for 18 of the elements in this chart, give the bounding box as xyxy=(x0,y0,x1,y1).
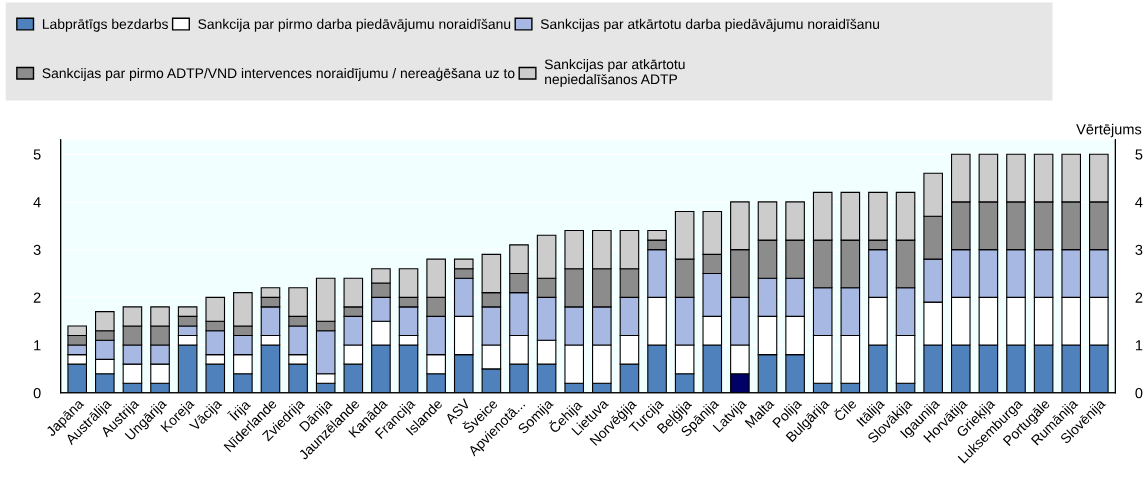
y-tick-label: 0 xyxy=(33,387,41,399)
legend-label: Sankcijas par pirmo ADTP/VND intervences noraidījumu / nereaģēšana uz to xyxy=(42,67,515,81)
y-tick-label: 5 xyxy=(33,149,41,160)
y2-tick-label: 5 xyxy=(1135,149,1143,160)
y2-tick-label: 4 xyxy=(1135,197,1143,208)
legend-label: Sankcija par pirmo darba piedāvājumu noraidīšanu xyxy=(198,18,511,32)
legend-label: Sankcijas par atkārtotu darba piedāvājumu noraidīšanu xyxy=(540,18,880,32)
y-tick-label: 1 xyxy=(34,340,41,351)
y-tick-label: 4 xyxy=(33,197,41,208)
y-tick-label: 2 xyxy=(33,292,41,303)
y2-tick-label: 0 xyxy=(1135,387,1143,399)
y2-tick-label: 1 xyxy=(1135,340,1143,351)
legend-label: Labprātīgs bezdarbs xyxy=(42,18,168,32)
y-tick-label: 3 xyxy=(33,244,41,256)
y2-tick-label: 2 xyxy=(1135,292,1143,303)
y2-axis-title: Vērtējums xyxy=(1076,123,1142,138)
y2-tick-label: 3 xyxy=(1135,244,1143,256)
legend-label: Sankcijas par atkārtotu nepiedalīšanos ADTP xyxy=(544,59,685,87)
